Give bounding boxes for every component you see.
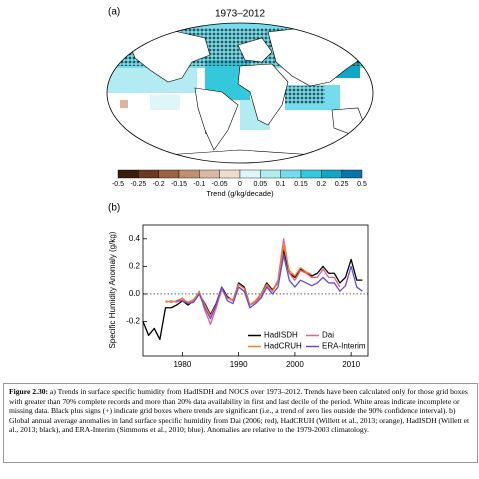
colorbar-tick-label: -0.15 [171,181,187,188]
colorbar-tick-label: 0.2 [316,181,326,188]
colorbar-tick-label: -0.25 [130,181,146,188]
y-tick-label: 0.0 [129,289,141,298]
x-tick-label: 2010 [342,360,360,369]
caption-label: Figure 2.30: [9,387,49,396]
colorbar-segment [300,169,322,179]
map [106,22,374,164]
colorbar-segment [117,169,139,179]
colorbar-segment [178,169,200,179]
colorbar-tick-label: 0.05 [254,181,268,188]
legend-label: ERA-Interim [322,342,366,351]
colorbar-tick-label: -0.1 [193,181,205,188]
colorbar-segment [260,169,281,179]
x-tick-label: 1990 [230,360,248,369]
series-line [165,245,313,317]
colorbar-segment [341,169,363,179]
figure-graphics: (a) 1973–2012 -0.5 -0.25 -0.2 -0. [106,7,374,369]
colorbar-tick-label: 0 [238,181,242,188]
legend-label: HadISDH [264,331,298,340]
plot: -0.2 0.0 0.2 0.4 1980 1990 2000 2010 HadISDH Dai H… [126,224,369,369]
series-line [176,254,363,320]
colorbar-tick-label: 0.1 [276,181,286,188]
colorbar-tick-label: -0.5 [112,181,124,188]
colorbar-segment [219,169,241,179]
plot-frame [142,224,369,357]
series-line [165,238,341,325]
colorbar-tick-label: 0.15 [294,181,308,188]
legend-label: Dai [322,331,334,340]
colorbar-segment [158,169,180,179]
colorbar-tick-label: 0.25 [335,181,349,188]
panel-label: (b) [108,203,120,214]
x-tick-label: 2000 [286,360,304,369]
colorbar-tick-label: -0.05 [212,181,228,188]
colorbar-tick-label: -0.2 [153,181,165,188]
caption-text: a) Trends in surface specific humidity f… [9,387,470,435]
map-title: 1973–2012 [215,9,265,20]
colorbar-segment [280,169,302,179]
caption: Figure 2.30: a) Trends in surface specif… [3,383,478,463]
colorbar-tick-label: 0.5 [357,181,367,188]
colorbar-label: Trend (g/kg/decade) [206,189,274,198]
y-tick-label: -0.2 [126,317,140,326]
colorbar-segment [239,169,261,179]
series-line [142,249,363,341]
colorbar-segment [199,169,220,179]
legend-label: HadCRUH [264,342,302,351]
y-axis-label: Specific Humidity Anomaly (g/kg) [108,231,117,348]
panel-label: (a) [108,7,120,18]
colorbar-segment [138,169,159,179]
y-tick-label: 0.4 [129,234,141,243]
colorbar-segment [321,169,342,179]
y-tick-label: 0.2 [129,261,141,270]
colorbar: -0.5 -0.25 -0.2 -0.15 -0.1 -0.05 0 0.05 0.1 0.15 0… [112,169,367,188]
x-tick-label: 1980 [173,360,191,369]
